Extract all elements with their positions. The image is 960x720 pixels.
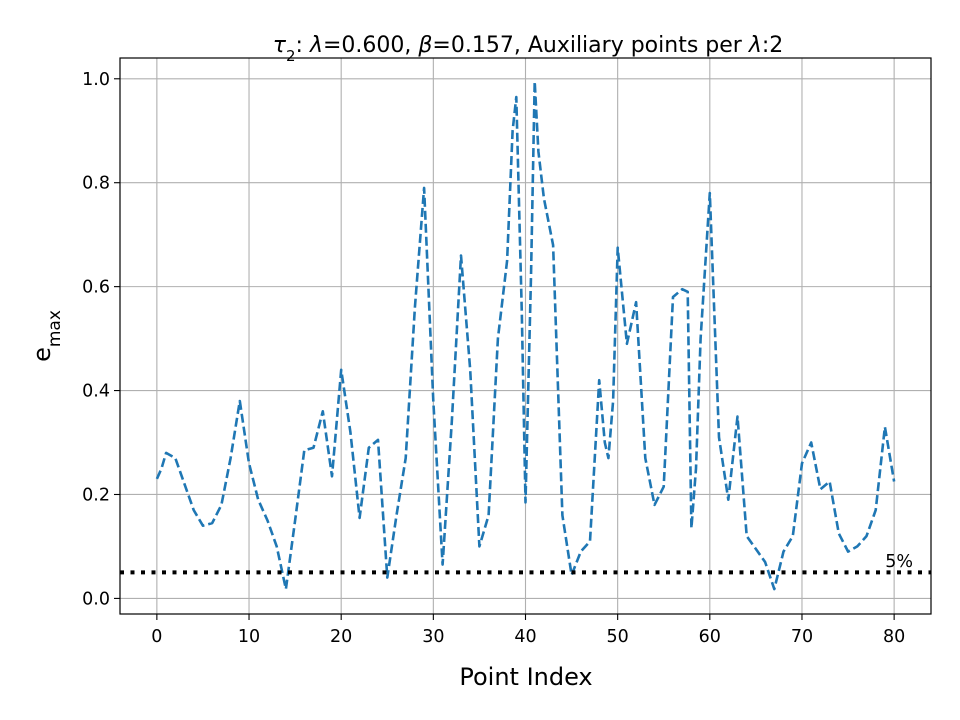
y-tick-label: 0.4 [82,382,110,402]
y-tick-label: 0.6 [82,278,110,298]
x-tick-label: 40 [514,627,536,647]
x-tick-label: 50 [607,627,629,647]
series-layer [120,80,931,591]
y-tick-label: 1.0 [82,70,110,90]
title-part: : [296,33,310,58]
title-part: =0.600, [323,33,418,58]
x-tick-label: 10 [238,627,260,647]
y-axis-ticks: 0.0 0.2 0.4 0.6 0.8 1.0 [82,70,120,609]
x-tick-label: 20 [330,627,352,647]
chart-title: τ2: λ=0.600, β=0.157, Auxiliary points p… [273,33,784,65]
grid [120,58,931,614]
title-part: λ [309,33,323,58]
x-tick-label: 0 [151,627,162,647]
series-line-emax [155,80,896,591]
x-tick-label: 70 [791,627,813,647]
threshold-label: 5% [885,552,913,572]
y-tick-label: 0.8 [82,174,110,194]
y-axis-label-sub: max [45,310,65,347]
title-part: β [417,33,432,58]
y-axis-label-main: e [28,347,56,362]
x-tick-label: 30 [422,627,444,647]
title-part: =0.157, Auxiliary points per [432,33,748,58]
x-axis-label: Point Index [459,663,592,691]
title-part: τ [273,33,287,58]
x-tick-label: 60 [699,627,721,647]
y-tick-label: 0.2 [82,485,110,505]
x-tick-label: 80 [883,627,905,647]
y-axis-label: emax [28,310,65,362]
title-part: 2 [286,47,296,65]
title-part: λ [748,33,762,58]
x-axis-ticks: 0 10 20 30 40 50 60 70 80 [151,614,905,647]
title-part: :2 [762,33,783,58]
y-tick-label: 0.0 [82,589,110,609]
